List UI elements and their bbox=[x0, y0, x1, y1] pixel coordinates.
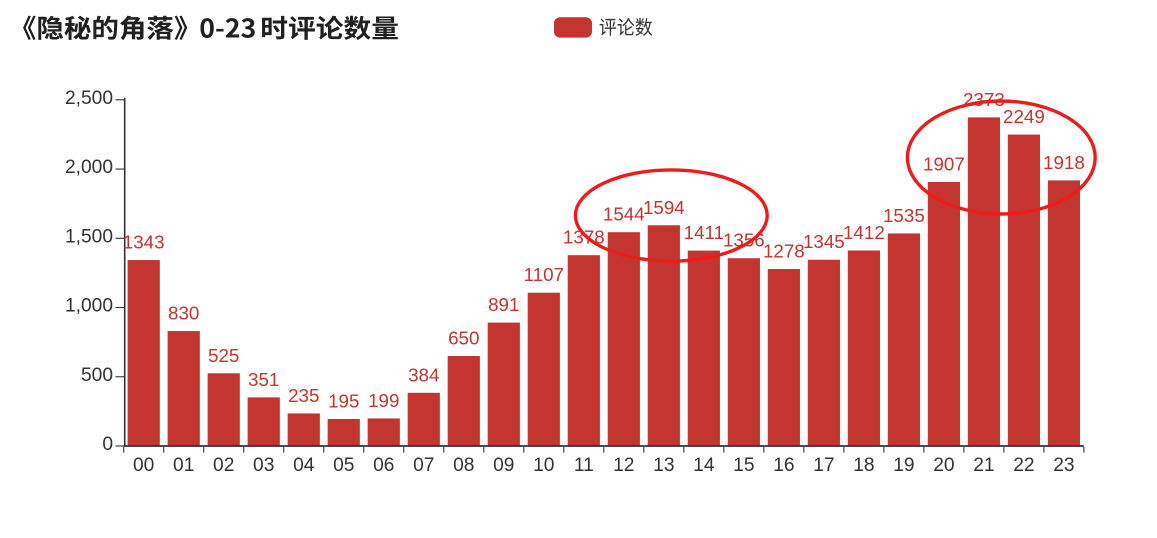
svg-text:1356: 1356 bbox=[723, 230, 765, 251]
svg-text:13: 13 bbox=[653, 455, 674, 476]
svg-text:14: 14 bbox=[693, 455, 715, 476]
svg-text:1411: 1411 bbox=[684, 222, 724, 243]
svg-text:11: 11 bbox=[574, 455, 594, 476]
svg-text:05: 05 bbox=[333, 455, 354, 476]
svg-text:22: 22 bbox=[1013, 455, 1034, 476]
svg-text:23: 23 bbox=[1053, 455, 1074, 476]
svg-text:08: 08 bbox=[453, 455, 474, 476]
svg-text:19: 19 bbox=[893, 455, 914, 476]
svg-text:830: 830 bbox=[168, 303, 199, 324]
svg-text:1107: 1107 bbox=[524, 264, 564, 285]
svg-text:1343: 1343 bbox=[123, 232, 165, 253]
svg-text:1544: 1544 bbox=[603, 204, 645, 225]
svg-text:650: 650 bbox=[448, 327, 479, 348]
svg-text:20: 20 bbox=[933, 455, 954, 476]
svg-text:500: 500 bbox=[81, 365, 113, 386]
svg-text:1412: 1412 bbox=[843, 222, 885, 243]
svg-text:891: 891 bbox=[488, 294, 519, 315]
svg-text:199: 199 bbox=[368, 390, 399, 411]
svg-text:10: 10 bbox=[533, 455, 554, 476]
svg-text:17: 17 bbox=[813, 455, 834, 476]
svg-text:06: 06 bbox=[373, 455, 394, 476]
svg-text:00: 00 bbox=[133, 455, 154, 476]
svg-text:235: 235 bbox=[288, 385, 319, 406]
svg-text:18: 18 bbox=[853, 455, 874, 476]
svg-text:2,000: 2,000 bbox=[65, 157, 113, 178]
svg-text:1535: 1535 bbox=[883, 205, 925, 226]
svg-text:1918: 1918 bbox=[1043, 152, 1085, 173]
svg-text:1,000: 1,000 bbox=[65, 296, 113, 317]
svg-text:02: 02 bbox=[213, 455, 234, 476]
svg-text:1345: 1345 bbox=[803, 231, 845, 252]
svg-text:351: 351 bbox=[248, 369, 279, 390]
svg-text:21: 21 bbox=[973, 455, 994, 476]
svg-text:09: 09 bbox=[493, 455, 514, 476]
svg-text:01: 01 bbox=[173, 455, 194, 476]
svg-text:1,500: 1,500 bbox=[65, 226, 113, 247]
svg-text:07: 07 bbox=[413, 455, 434, 476]
svg-text:04: 04 bbox=[293, 455, 315, 476]
svg-text:15: 15 bbox=[733, 455, 754, 476]
svg-text:1907: 1907 bbox=[923, 153, 965, 174]
svg-text:0: 0 bbox=[102, 434, 113, 455]
svg-text:2249: 2249 bbox=[1003, 106, 1045, 127]
svg-text:1594: 1594 bbox=[643, 197, 685, 218]
svg-text:12: 12 bbox=[613, 455, 634, 476]
svg-text:195: 195 bbox=[328, 391, 359, 412]
svg-text:1278: 1278 bbox=[763, 241, 805, 262]
svg-text:2,500: 2,500 bbox=[65, 88, 113, 109]
svg-text:384: 384 bbox=[408, 364, 439, 385]
svg-text:16: 16 bbox=[773, 455, 794, 476]
svg-text:525: 525 bbox=[208, 345, 239, 366]
svg-text:03: 03 bbox=[253, 455, 274, 476]
